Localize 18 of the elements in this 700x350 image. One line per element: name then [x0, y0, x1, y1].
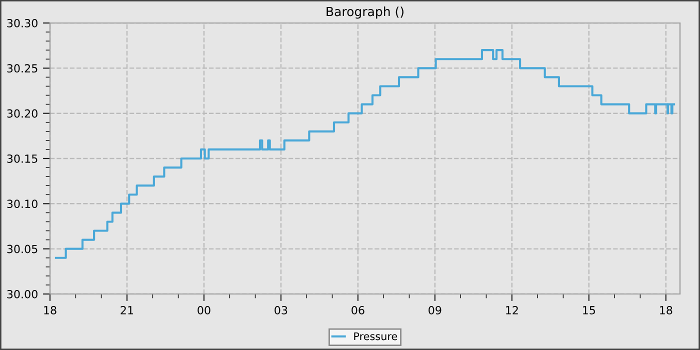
- x-tick-label: 18: [44, 306, 56, 314]
- chart-title: Barograph (): [326, 6, 404, 19]
- y-tick-label: 30.20: [7, 109, 38, 118]
- y-tick-label: 30.30: [7, 18, 38, 28]
- y-tick-label: 30.15: [7, 154, 38, 163]
- y-tick-label: 30.00: [7, 290, 38, 298]
- y-tick-label: 30.05: [7, 244, 38, 254]
- x-tick-label: 12: [506, 306, 518, 314]
- x-tick-label: 03: [274, 306, 288, 314]
- x-tick-label: 15: [583, 306, 595, 314]
- y-tick-label: 30.10: [7, 200, 38, 208]
- x-tick-label: 18: [660, 306, 672, 314]
- x-tick-label: 09: [428, 306, 442, 314]
- legend-label: Pressure: [354, 332, 398, 340]
- y-tick-label: 30.25: [7, 64, 38, 73]
- x-tick-label: 21: [120, 306, 134, 314]
- x-tick-label: 00: [198, 306, 210, 314]
- x-tick-label: 06: [352, 306, 364, 314]
